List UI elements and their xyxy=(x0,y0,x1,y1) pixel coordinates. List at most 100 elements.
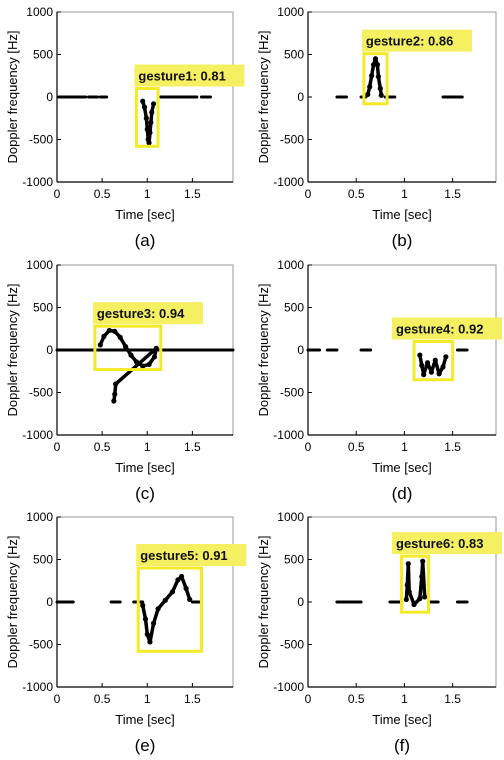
y-tick-label: -500 xyxy=(29,638,53,652)
detection-label-bg xyxy=(392,532,502,555)
y-tick-label: 0 xyxy=(297,90,304,104)
detection-label: gesture4: 0.92 xyxy=(396,322,483,337)
y-tick-label: 500 xyxy=(33,553,53,567)
data-point xyxy=(422,594,428,600)
data-point xyxy=(417,596,423,602)
data-point xyxy=(411,601,417,608)
x-axis-label: Time [sec] xyxy=(115,460,174,475)
x-tick-label: 1 xyxy=(144,692,151,706)
data-point xyxy=(150,620,157,626)
detection-label-bg xyxy=(392,317,502,340)
x-tick-label: 0.5 xyxy=(94,692,111,706)
y-axis-label: Doppler frequency [Hz] xyxy=(5,284,20,417)
gesture-trace xyxy=(140,574,192,644)
y-tick-label: -500 xyxy=(29,386,53,400)
detection-label-bg xyxy=(361,29,472,52)
x-tick-label: 1.5 xyxy=(444,187,461,201)
y-tick-label: 500 xyxy=(284,48,304,62)
y-tick-label: 500 xyxy=(33,301,53,315)
panel-label: (f) xyxy=(394,736,410,755)
x-tick-label: 1 xyxy=(401,692,408,706)
x-tick-label: 0.5 xyxy=(348,440,365,454)
y-tick-label: 0 xyxy=(297,595,304,609)
y-tick-label: -1000 xyxy=(22,428,53,442)
y-tick-label: -1000 xyxy=(273,428,304,442)
data-point xyxy=(140,602,146,609)
y-tick-label: 1000 xyxy=(26,5,53,19)
y-tick-label: -500 xyxy=(280,133,304,147)
y-tick-label: 1000 xyxy=(26,510,53,524)
x-tick-label: 0.5 xyxy=(348,692,365,706)
detection-label: gesture5: 0.91 xyxy=(140,548,227,563)
data-point xyxy=(367,84,373,90)
panel-label: (b) xyxy=(392,231,413,250)
chart-panel: -1000 -500 0 500 1000 0 0.5 1 1.5 Time [sec] Doppl… xyxy=(5,258,235,503)
data-point xyxy=(421,372,427,378)
x-tick-label: 0 xyxy=(305,187,312,201)
y-axis-label: Doppler frequency [Hz] xyxy=(5,536,20,669)
x-tick-label: 0 xyxy=(54,187,61,201)
data-point xyxy=(419,362,425,368)
y-tick-label: 500 xyxy=(284,301,304,315)
data-point xyxy=(106,327,112,334)
data-point xyxy=(443,354,449,360)
data-point xyxy=(419,573,425,580)
x-axis-label: Time [sec] xyxy=(115,207,174,222)
data-point xyxy=(155,606,161,612)
data-point xyxy=(112,391,118,397)
x-tick-label: 0 xyxy=(54,692,61,706)
data-point xyxy=(141,104,148,110)
data-point xyxy=(140,363,146,369)
data-point xyxy=(440,364,446,370)
data-point xyxy=(375,74,381,80)
x-tick-label: 0.5 xyxy=(94,187,111,201)
y-tick-label: -500 xyxy=(280,638,304,652)
x-tick-label: 1 xyxy=(401,187,408,201)
data-point xyxy=(377,85,383,92)
y-tick-label: 500 xyxy=(33,48,53,62)
data-point xyxy=(405,561,411,567)
data-point xyxy=(153,345,159,351)
y-axis-label: Doppler frequency [Hz] xyxy=(256,284,271,417)
chart-panel: -1000 -500 0 500 1000 0 0.5 1 1.5 Time [sec] Doppl… xyxy=(5,5,245,250)
y-axis-label: Doppler frequency [Hz] xyxy=(256,31,271,164)
data-point xyxy=(178,573,185,580)
data-point xyxy=(146,361,152,368)
y-axis-label: Doppler frequency [Hz] xyxy=(256,536,271,669)
x-tick-label: 1 xyxy=(144,187,151,201)
y-tick-label: 500 xyxy=(284,553,304,567)
detection-box xyxy=(93,324,163,372)
data-point xyxy=(404,582,410,588)
detection-box xyxy=(400,554,431,614)
y-tick-label: 1000 xyxy=(277,510,304,524)
data-point xyxy=(143,115,149,121)
x-tick-label: 0.5 xyxy=(348,187,365,201)
data-point xyxy=(128,352,134,358)
data-point xyxy=(369,73,375,79)
panel-label: (e) xyxy=(135,736,156,755)
y-axis-label: Doppler frequency [Hz] xyxy=(5,31,20,164)
chart-panel: -1000 -500 0 500 1000 0 0.5 1 1.5 Time [sec] Doppl… xyxy=(256,258,502,503)
data-point xyxy=(122,344,129,350)
data-point xyxy=(420,558,426,564)
y-tick-label: 0 xyxy=(46,343,53,357)
data-point xyxy=(162,597,168,603)
data-point xyxy=(112,328,118,334)
data-point xyxy=(424,360,431,366)
x-tick-label: 1.5 xyxy=(184,692,201,706)
detection-box xyxy=(136,566,203,653)
y-tick-label: -1000 xyxy=(273,175,304,189)
x-tick-label: 1.5 xyxy=(184,187,201,201)
x-tick-label: 1 xyxy=(401,440,408,454)
data-point xyxy=(406,589,412,595)
data-point xyxy=(146,140,152,146)
data-point xyxy=(150,101,157,107)
data-point xyxy=(147,639,153,645)
chart-panel: -1000 -500 0 500 1000 0 0.5 1 1.5 Time [sec] Doppl… xyxy=(5,510,247,755)
data-point xyxy=(101,333,107,339)
x-axis-label: Time [sec] xyxy=(372,460,431,475)
data-point xyxy=(417,352,423,358)
detection-label: gesture6: 0.83 xyxy=(396,536,483,551)
data-point xyxy=(365,91,371,98)
